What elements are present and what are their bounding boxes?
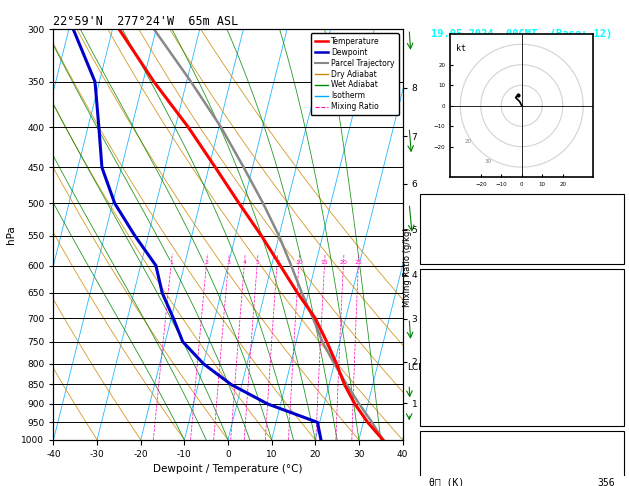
- Text: 1425: 1425: [592, 381, 615, 391]
- Text: Temp (°C): Temp (°C): [429, 294, 482, 304]
- Text: 356: 356: [598, 478, 615, 486]
- Text: 19.05.2024  00GMT  (Base: 12): 19.05.2024 00GMT (Base: 12): [431, 29, 613, 39]
- Text: 0: 0: [610, 402, 615, 413]
- Text: 1006: 1006: [592, 456, 615, 466]
- Text: Totals Totals: Totals Totals: [429, 219, 505, 229]
- FancyBboxPatch shape: [420, 194, 624, 264]
- Text: Lifted Index: Lifted Index: [429, 359, 499, 369]
- Text: Pressure (mb): Pressure (mb): [429, 456, 505, 466]
- Text: Most Unstable: Most Unstable: [484, 434, 560, 444]
- Text: 30: 30: [485, 159, 492, 164]
- Y-axis label: km
ASL: km ASL: [420, 226, 442, 243]
- Text: 20: 20: [464, 139, 471, 143]
- Text: 25: 25: [355, 260, 362, 265]
- Text: 7: 7: [275, 260, 279, 265]
- Text: CAPE (J): CAPE (J): [429, 381, 476, 391]
- Text: 3: 3: [226, 260, 230, 265]
- Text: θᴇ (K): θᴇ (K): [429, 478, 464, 486]
- Text: 42: 42: [604, 219, 615, 229]
- X-axis label: Dewpoint / Temperature (°C): Dewpoint / Temperature (°C): [153, 464, 303, 474]
- Legend: Temperature, Dewpoint, Parcel Trajectory, Dry Adiabat, Wet Adiabat, Isotherm, Mi: Temperature, Dewpoint, Parcel Trajectory…: [311, 33, 399, 115]
- Text: 2: 2: [204, 260, 209, 265]
- Text: © weatheronline.co.uk: © weatheronline.co.uk: [470, 465, 574, 474]
- Text: Dewp (°C): Dewp (°C): [429, 316, 482, 326]
- Text: 3.74: 3.74: [592, 241, 615, 251]
- Text: PW (cm): PW (cm): [429, 241, 470, 251]
- Text: CIN (J): CIN (J): [429, 402, 470, 413]
- Text: 5: 5: [255, 260, 259, 265]
- Text: 22°59'N  277°24'W  65m ASL: 22°59'N 277°24'W 65m ASL: [53, 15, 239, 28]
- Text: -3: -3: [604, 359, 615, 369]
- Text: K: K: [429, 197, 435, 208]
- Text: 4: 4: [243, 260, 247, 265]
- Text: 21.3: 21.3: [592, 316, 615, 326]
- Text: LCL: LCL: [407, 364, 423, 372]
- Text: 1: 1: [169, 260, 173, 265]
- FancyBboxPatch shape: [420, 269, 624, 426]
- Text: kt: kt: [456, 44, 466, 53]
- Text: Mixing Ratio (g/kg): Mixing Ratio (g/kg): [403, 227, 412, 307]
- Text: 356: 356: [598, 337, 615, 347]
- Text: 20: 20: [340, 260, 347, 265]
- FancyBboxPatch shape: [420, 431, 624, 486]
- Text: θᴇ(K): θᴇ(K): [429, 337, 458, 347]
- Y-axis label: hPa: hPa: [6, 225, 16, 244]
- Text: 35.5: 35.5: [592, 294, 615, 304]
- Text: Surface: Surface: [501, 273, 543, 282]
- Text: 10: 10: [295, 260, 303, 265]
- Text: 15: 15: [321, 260, 328, 265]
- Text: 20: 20: [604, 197, 615, 208]
